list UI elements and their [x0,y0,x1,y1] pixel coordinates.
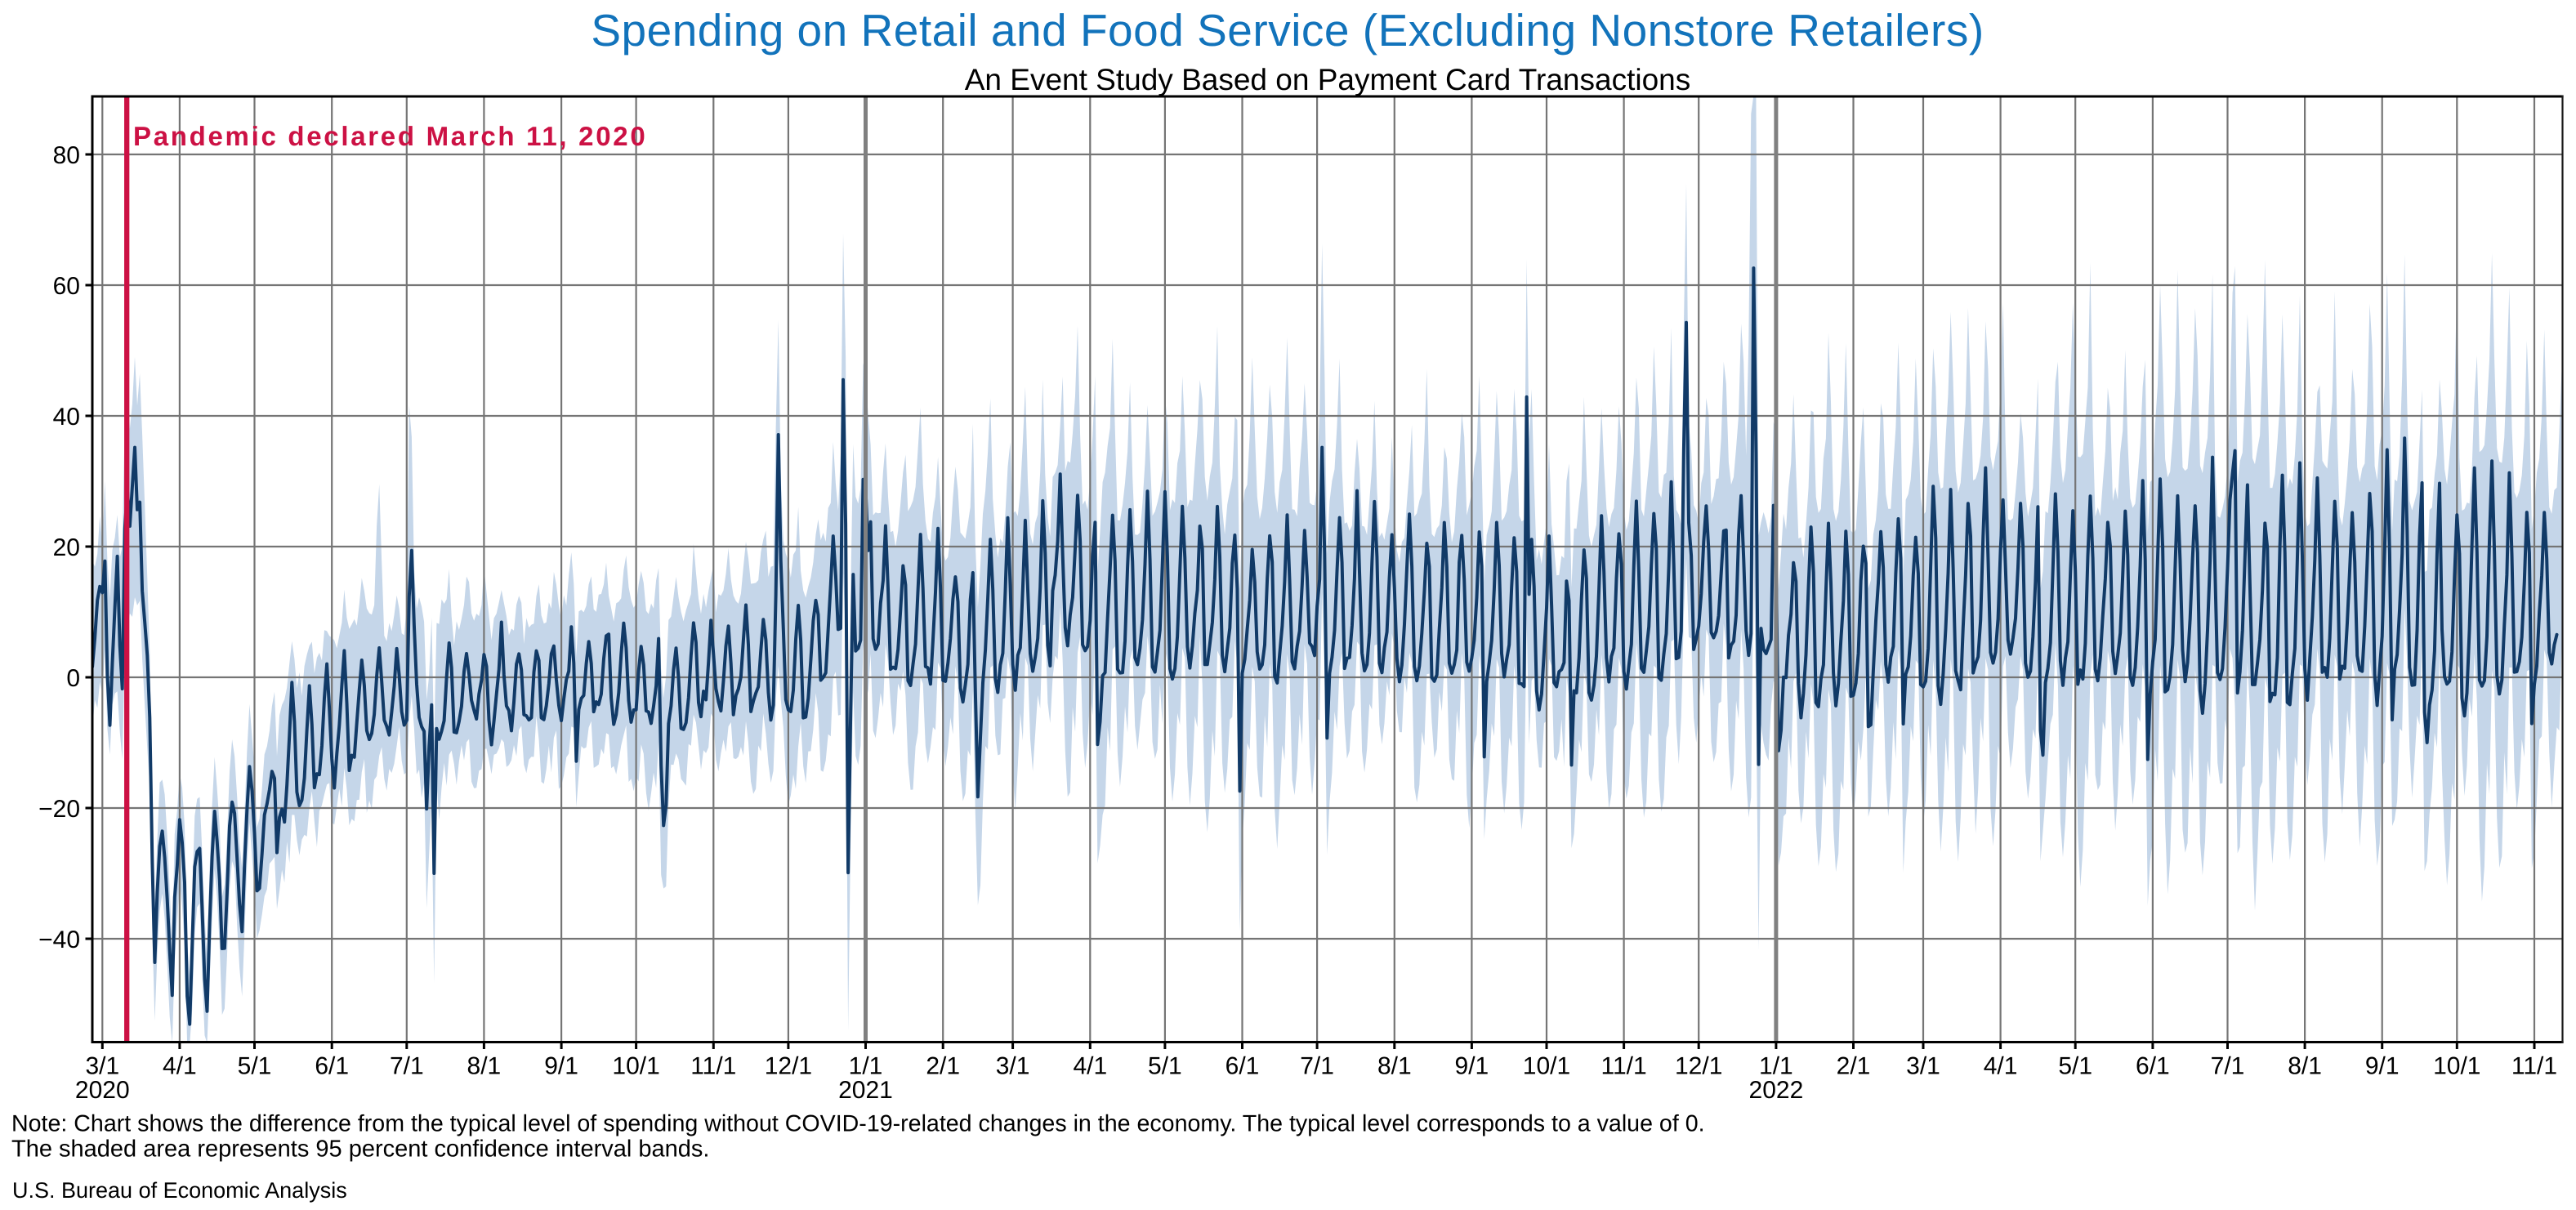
svg-text:11/1: 11/1 [1601,1053,1647,1080]
svg-text:An Event Study Based on Paymen: An Event Study Based on Payment Card Tra… [965,63,1691,96]
svg-text:−20: −20 [38,796,80,823]
svg-text:0: 0 [66,665,80,692]
svg-text:2021: 2021 [838,1077,893,1104]
svg-text:9/1: 9/1 [2365,1053,2400,1080]
svg-text:9/1: 9/1 [1455,1053,1489,1080]
svg-text:U.S. Bureau of Economic Analys: U.S. Bureau of Economic Analysis [12,1178,347,1203]
svg-text:3/1: 3/1 [996,1053,1030,1080]
svg-text:11/1: 11/1 [2511,1053,2557,1080]
svg-text:10/1: 10/1 [1523,1053,1570,1080]
svg-text:−40: −40 [38,926,80,953]
svg-text:Spending on Retail and Food Se: Spending on Retail and Food Service (Exc… [591,5,1984,56]
svg-text:Pandemic declared March 11, 20: Pandemic declared March 11, 2020 [133,121,647,151]
svg-text:11/1: 11/1 [690,1053,736,1080]
svg-text:5/1: 5/1 [238,1053,272,1080]
svg-text:5/1: 5/1 [2058,1053,2092,1080]
svg-text:Note: Chart shows the differen: Note: Chart shows the difference from th… [11,1111,1705,1137]
svg-text:20: 20 [53,534,80,561]
svg-text:4/1: 4/1 [1073,1053,1107,1080]
svg-text:8/1: 8/1 [2288,1053,2322,1080]
svg-text:2/1: 2/1 [926,1053,960,1080]
svg-text:6/1: 6/1 [1225,1053,1260,1080]
svg-text:7/1: 7/1 [2211,1053,2245,1080]
svg-text:2022: 2022 [1749,1077,1804,1104]
svg-text:5/1: 5/1 [1148,1053,1182,1080]
svg-text:4/1: 4/1 [1984,1053,2018,1080]
svg-text:6/1: 6/1 [315,1053,349,1080]
svg-text:3/1: 3/1 [1906,1053,1940,1080]
svg-text:8/1: 8/1 [467,1053,502,1080]
svg-text:10/1: 10/1 [612,1053,659,1080]
svg-text:80: 80 [53,142,80,169]
svg-text:60: 60 [53,273,80,300]
svg-text:1/1: 1/1 [849,1053,883,1080]
svg-text:8/1: 8/1 [1377,1053,1412,1080]
svg-text:3/1: 3/1 [85,1053,119,1080]
svg-text:40: 40 [53,404,80,431]
svg-text:12/1: 12/1 [765,1053,812,1080]
svg-text:2/1: 2/1 [1837,1053,1871,1080]
svg-text:10/1: 10/1 [2433,1053,2480,1080]
svg-text:9/1: 9/1 [544,1053,578,1080]
svg-text:4/1: 4/1 [163,1053,197,1080]
svg-text:The shaded area represents 95: The shaded area represents 95 percent co… [11,1136,709,1162]
svg-text:12/1: 12/1 [1675,1053,1722,1080]
svg-text:2020: 2020 [75,1077,130,1104]
svg-text:1/1: 1/1 [1759,1053,1793,1080]
svg-text:6/1: 6/1 [2136,1053,2170,1080]
svg-text:7/1: 7/1 [1300,1053,1334,1080]
svg-text:7/1: 7/1 [390,1053,424,1080]
